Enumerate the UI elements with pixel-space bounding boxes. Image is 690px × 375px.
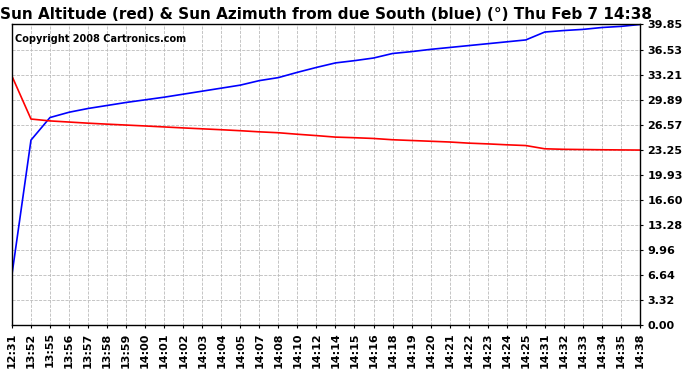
Title: Sun Altitude (red) & Sun Azimuth from due South (blue) (°) Thu Feb 7 14:38: Sun Altitude (red) & Sun Azimuth from du… [0, 7, 652, 22]
Text: Copyright 2008 Cartronics.com: Copyright 2008 Cartronics.com [15, 33, 186, 44]
